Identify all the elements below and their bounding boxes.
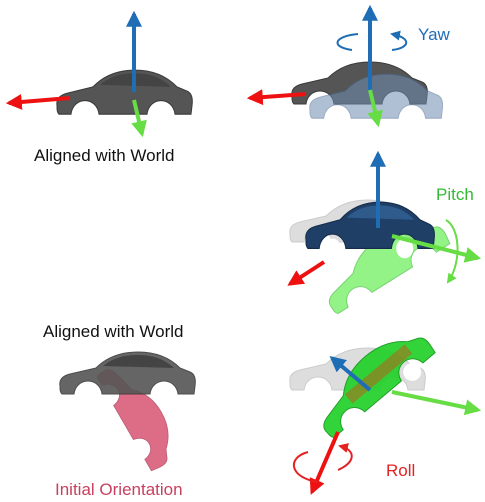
label-pitch: Pitch <box>436 185 474 204</box>
caption-aligned-top: Aligned with World <box>34 146 175 165</box>
y-axis-arrow <box>131 99 147 138</box>
panel-yaw <box>246 4 444 128</box>
x-axis-arrow <box>246 89 307 106</box>
panel-roll <box>289 319 482 495</box>
car-gray <box>59 351 196 403</box>
rotation-arc-icon <box>292 446 353 483</box>
rotation-arc-icon <box>445 219 459 284</box>
panel-initial <box>59 351 196 473</box>
y-axis-arrow <box>391 234 482 263</box>
caption-aligned-mid: Aligned with World <box>43 322 184 341</box>
x-axis-arrow <box>5 93 71 110</box>
panel-pitch <box>287 150 482 316</box>
label-yaw: Yaw <box>418 25 450 44</box>
y-axis-arrow <box>391 390 482 416</box>
caption-initial-orientation: Initial Orientation <box>55 480 183 499</box>
z-axis-arrow <box>329 355 372 392</box>
label-roll: Roll <box>386 461 416 480</box>
car-blue <box>305 201 436 259</box>
panel-aligned-top <box>5 10 193 138</box>
x-axis-arrow <box>309 431 340 495</box>
car-green-rolled <box>304 319 437 440</box>
x-axis-arrow <box>287 260 326 286</box>
car-gray <box>56 69 193 124</box>
rotation-arc-icon <box>336 34 408 51</box>
y-axis-arrow <box>367 89 383 128</box>
